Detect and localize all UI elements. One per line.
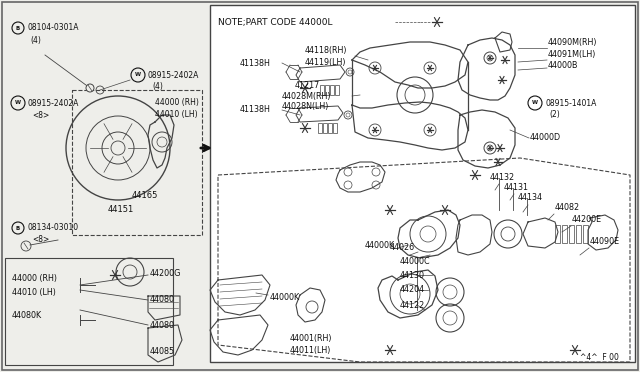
Text: 44028M(RH): 44028M(RH) [282, 92, 332, 100]
Text: 44134: 44134 [518, 193, 543, 202]
Text: 08104-0301A: 08104-0301A [27, 23, 79, 32]
Text: 44080: 44080 [150, 321, 175, 330]
Text: 44000D: 44000D [530, 134, 561, 142]
Text: ^4^  F 00: ^4^ F 00 [580, 353, 619, 362]
Bar [583, 225, 588, 243]
Text: 44000C: 44000C [400, 257, 431, 266]
Text: 44026: 44026 [390, 244, 415, 253]
Bar [318, 123, 322, 133]
Circle shape [86, 84, 94, 92]
Text: B: B [16, 225, 20, 231]
Text: 44200G: 44200G [150, 269, 181, 279]
Text: 44085: 44085 [150, 347, 175, 356]
Text: W: W [15, 100, 21, 106]
Text: 44090M(RH): 44090M(RH) [548, 38, 598, 46]
Text: 44151: 44151 [108, 205, 134, 215]
Text: 41138H: 41138H [240, 106, 271, 115]
Text: 44119(LH): 44119(LH) [305, 58, 346, 67]
Bar [562, 225, 567, 243]
Text: 44130: 44130 [400, 270, 425, 279]
Text: 44132: 44132 [490, 173, 515, 183]
Text: (4): (4) [152, 83, 163, 92]
Text: 44090E: 44090E [590, 237, 620, 247]
Text: 44200E: 44200E [572, 215, 602, 224]
Text: 44000K: 44000K [270, 294, 300, 302]
Text: 44000B: 44000B [548, 61, 579, 71]
Bar [330, 85, 334, 95]
Text: 41138H: 41138H [240, 58, 271, 67]
Text: 44122: 44122 [400, 301, 425, 310]
Bar [323, 123, 327, 133]
Text: (4): (4) [30, 35, 41, 45]
Text: 44001(RH): 44001(RH) [290, 334, 333, 343]
Text: 44091M(LH): 44091M(LH) [548, 49, 596, 58]
Text: 44131: 44131 [504, 183, 529, 192]
Text: 44010 (LH): 44010 (LH) [155, 110, 198, 119]
Text: 08915-1401A: 08915-1401A [545, 99, 596, 108]
Bar [555, 225, 560, 243]
Text: 44204: 44204 [400, 285, 425, 295]
Bar [569, 225, 574, 243]
Text: <8>: <8> [32, 235, 49, 244]
Text: 08134-03010: 08134-03010 [27, 224, 78, 232]
Text: B: B [16, 26, 20, 31]
Text: W: W [135, 73, 141, 77]
Bar [320, 85, 324, 95]
Text: 44010 (LH): 44010 (LH) [12, 288, 56, 296]
Text: 44165: 44165 [132, 192, 158, 201]
FancyBboxPatch shape [210, 5, 635, 362]
Text: 08915-2402A: 08915-2402A [148, 71, 200, 80]
Bar [328, 123, 332, 133]
Text: 44082: 44082 [555, 203, 580, 212]
Text: 44000K: 44000K [365, 241, 395, 250]
Text: 44000 (RH): 44000 (RH) [12, 273, 57, 282]
Text: 44080K: 44080K [12, 311, 42, 320]
Text: 41217: 41217 [295, 80, 320, 90]
Text: 44118(RH): 44118(RH) [305, 45, 348, 55]
Text: 08915-2402A: 08915-2402A [28, 99, 79, 108]
Text: W: W [532, 100, 538, 106]
Text: <8>: <8> [32, 110, 49, 119]
Text: 44011(LH): 44011(LH) [290, 346, 332, 355]
Text: 44028N(LH): 44028N(LH) [282, 103, 330, 112]
Bar [333, 123, 337, 133]
Bar [576, 225, 581, 243]
Text: NOTE;PART CODE 44000L: NOTE;PART CODE 44000L [218, 17, 333, 26]
Bar [325, 85, 329, 95]
Text: (2): (2) [549, 110, 560, 119]
Text: 44000 (RH): 44000 (RH) [155, 99, 199, 108]
Bar [335, 85, 339, 95]
Text: 44080: 44080 [150, 295, 175, 305]
